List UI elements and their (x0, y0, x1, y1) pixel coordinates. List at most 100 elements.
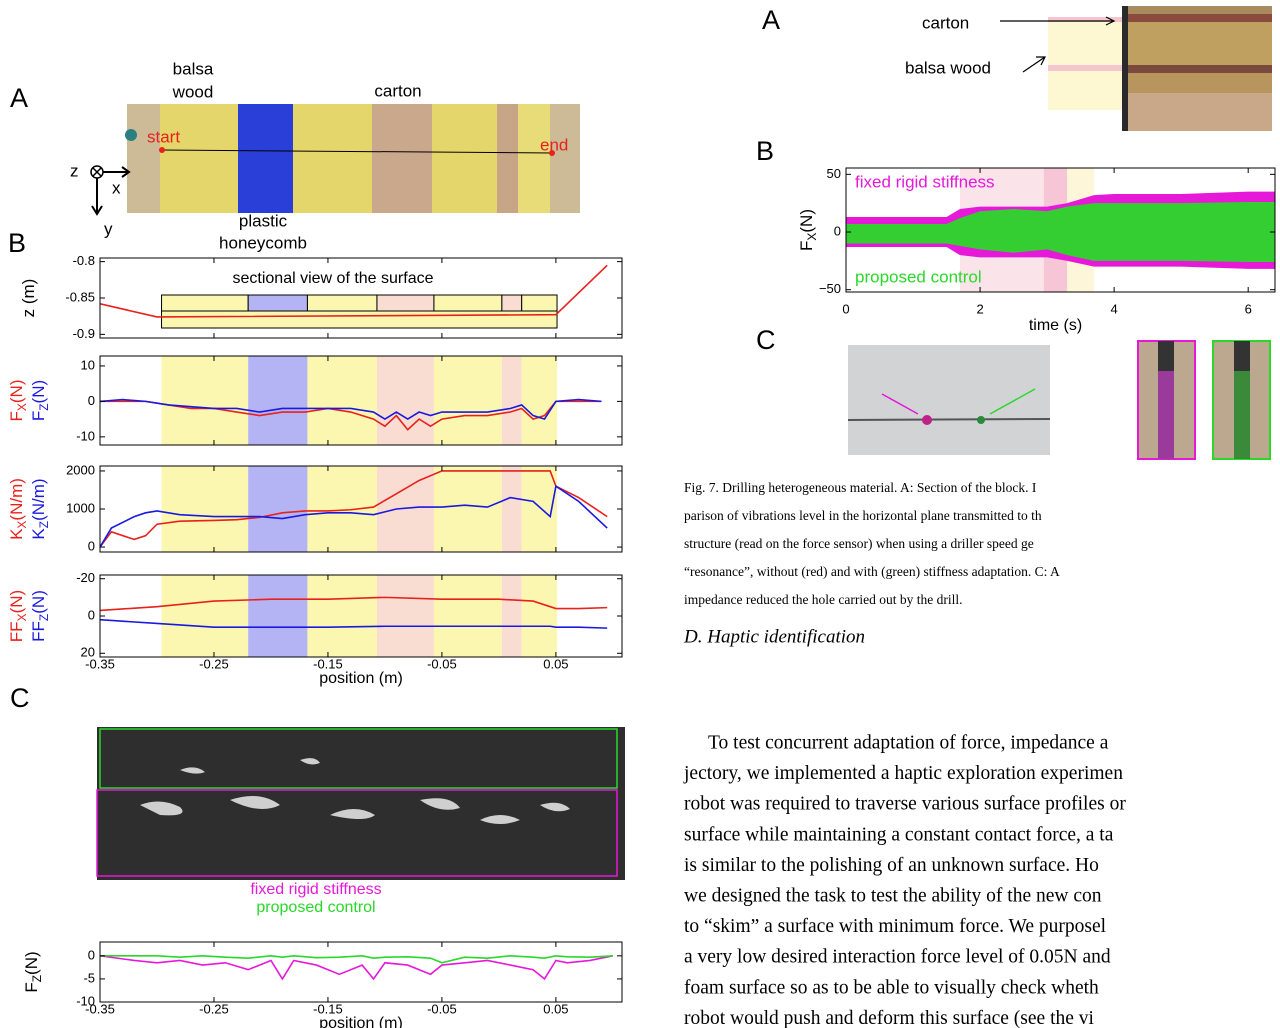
legend-entry: proposed control (256, 899, 375, 916)
y-tick-label: -20 (76, 570, 95, 585)
y-tick-label: -5 (83, 970, 95, 985)
data-line (100, 955, 613, 964)
y-axis-label: FX(N) (797, 209, 819, 251)
end-dot (549, 150, 555, 156)
section-base (161, 310, 558, 329)
material-region (248, 356, 308, 445)
material-region (521, 575, 558, 657)
y-tick-label: -0.85 (65, 289, 95, 304)
y-axis-label: FFZ(N) (29, 590, 51, 642)
arrow (1000, 16, 1116, 26)
data-line (100, 400, 602, 431)
magenta-box (96, 789, 618, 877)
material-region (501, 356, 522, 445)
photo (97, 727, 625, 880)
axis-name: y (104, 219, 113, 238)
label-part: (N) (7, 590, 26, 614)
data-line (100, 955, 614, 981)
label-part: FF (7, 621, 26, 642)
axis-name: z (70, 161, 79, 180)
label-part: (N) (797, 209, 816, 233)
x-tick-label: -0.25 (199, 656, 229, 671)
x-tick-label: 6 (1245, 301, 1252, 316)
x-tick-label: -0.35 (85, 1001, 115, 1016)
label: carton (922, 13, 969, 32)
groove (847, 418, 1051, 421)
y-tick-label: -0.8 (73, 253, 95, 268)
hole (977, 416, 985, 424)
section-layer (247, 294, 308, 312)
x-tick-label: -0.05 (427, 1001, 457, 1016)
axis-name: x (112, 178, 121, 197)
paragraph-line: To test concurrent adaptation of force, … (708, 732, 1109, 753)
label-part: (N/m) (29, 478, 48, 520)
material-region (161, 356, 249, 445)
y-tick-label: -0.9 (73, 326, 95, 341)
carton-overlay (1048, 17, 1122, 22)
y-tick-label: 50 (827, 166, 841, 181)
x-axis-label: time (s) (1029, 317, 1082, 334)
x-tick-label: -0.15 (313, 1001, 343, 1016)
label: balsa wood (905, 58, 991, 77)
y-axis-label: z (m) (19, 279, 38, 318)
label: honeycomb (219, 233, 307, 252)
plot-frame (99, 941, 623, 1003)
label: carton (374, 81, 421, 100)
y-tick-label: 2000 (66, 462, 95, 477)
y-tick-label: -10 (76, 993, 95, 1008)
vibration-envelope (846, 202, 1275, 263)
y-tick-label: 10 (81, 357, 95, 372)
material-region (307, 356, 377, 445)
y-axis-label: FX(N) (7, 379, 29, 421)
material-region (433, 466, 502, 552)
subscript: X (15, 613, 29, 621)
hole (922, 415, 932, 425)
section-layer (521, 294, 558, 312)
panel-label: C (756, 325, 776, 355)
material-region (376, 356, 434, 445)
caption-line: “resonance”, without (red) and with (gre… (684, 564, 1060, 579)
paragraph-line: jectory, we implemented a haptic explora… (683, 763, 1123, 784)
section-layer (161, 294, 249, 312)
y-tick-label: 1000 (66, 500, 95, 515)
start-dot (159, 147, 165, 153)
stripe (293, 104, 372, 213)
label-part: (N) (29, 590, 48, 614)
subscript: X (805, 233, 819, 241)
y-axis-label: FFX(N) (7, 590, 29, 642)
stripe (160, 104, 238, 213)
layer (1122, 65, 1272, 73)
paragraph-line: surface while maintaining a constant con… (684, 824, 1114, 845)
label-part: K (29, 528, 48, 540)
path-line (161, 149, 553, 154)
material-region (376, 575, 434, 657)
x-tick-label: 0.05 (543, 656, 568, 671)
x-tick-label: 0 (842, 301, 849, 316)
subscript: Z (37, 521, 51, 528)
material-region (433, 575, 502, 657)
stripe (497, 104, 518, 213)
y-tick-label: -10 (76, 428, 95, 443)
x-axis-label: position (m) (319, 1015, 403, 1028)
y-tick-label: 0 (88, 947, 95, 962)
legend-entry: fixed rigid stiffness (250, 881, 381, 898)
layer (1122, 22, 1272, 67)
caption-line: Fig. 7. Drilling heterogeneous material.… (684, 480, 1037, 495)
y-tick-label: 0 (88, 607, 95, 622)
x-tick-label: 4 (1111, 301, 1118, 316)
axes-icon (90, 165, 131, 216)
y-tick-label: 0 (834, 223, 841, 238)
arrow (1022, 56, 1046, 73)
paragraph-line: we designed the task to test the ability… (684, 885, 1102, 906)
data-line (100, 264, 608, 318)
carton-overlay (1048, 65, 1122, 71)
paragraph-line: foam surface so as to be able to visuall… (684, 977, 1099, 998)
paragraph-line: a very low desired interaction force lev… (684, 947, 1111, 968)
label-part: (N) (29, 380, 48, 404)
caption-line: structure (read on the force sensor) whe… (684, 536, 1034, 551)
annotation: sectional view of the surface (233, 270, 434, 287)
block-photo (125, 104, 580, 213)
paragraph-line: robot was required to traverse various s… (684, 794, 1126, 815)
